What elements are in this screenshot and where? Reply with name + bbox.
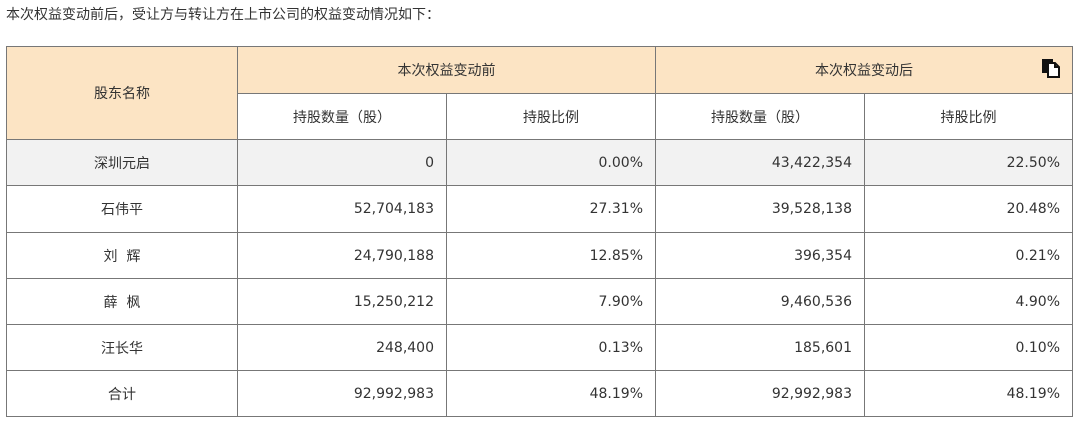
ratio-before: 7.90% — [446, 278, 656, 325]
ratio-before: 12.85% — [446, 232, 656, 279]
copy-icon[interactable] — [1040, 57, 1062, 79]
shares-after: 396,354 — [655, 232, 865, 279]
ratio-after: 0.21% — [864, 232, 1073, 279]
shares-before: 0 — [237, 139, 447, 186]
table-row-total: 合计 92,992,983 48.19% 92,992,983 48.19% — [6, 370, 1073, 417]
header-after-change-label: 本次权益变动后 — [815, 63, 913, 79]
equity-change-table: 股东名称 本次权益变动前 本次权益变动后 持股数量（股） 持股比例 持股数量（股… — [6, 46, 1073, 417]
table-row: 深圳元启 0 0.00% 43,422,354 22.50% — [6, 139, 1073, 186]
shares-before: 52,704,183 — [237, 185, 447, 233]
shareholder-name: 刘 辉 — [6, 232, 238, 279]
ratio-before: 0.00% — [446, 139, 656, 186]
table-row: 刘 辉 24,790,188 12.85% 396,354 0.21% — [6, 232, 1073, 279]
ratio-after: 4.90% — [864, 278, 1073, 325]
header-shares-before: 持股数量（股） — [237, 93, 447, 140]
shareholder-name: 汪长华 — [6, 324, 238, 371]
shareholder-name: 薛 枫 — [6, 278, 238, 325]
shares-after: 92,992,983 — [655, 370, 865, 417]
ratio-after: 20.48% — [864, 185, 1073, 233]
shares-after: 185,601 — [655, 324, 865, 371]
shareholder-name: 合计 — [6, 370, 238, 417]
shareholder-name: 石伟平 — [6, 185, 238, 233]
ratio-before: 27.31% — [446, 185, 656, 233]
header-ratio-after: 持股比例 — [864, 93, 1073, 140]
intro-text: 本次权益变动前后，受让方与转让方在上市公司的权益变动情况如下： — [6, 7, 440, 23]
ratio-after: 0.10% — [864, 324, 1073, 371]
table-row: 石伟平 52,704,183 27.31% 39,528,138 20.48% — [6, 185, 1073, 233]
shares-before: 92,992,983 — [237, 370, 447, 417]
shareholder-name: 深圳元启 — [6, 139, 238, 186]
table-row: 薛 枫 15,250,212 7.90% 9,460,536 4.90% — [6, 278, 1073, 325]
header-ratio-before: 持股比例 — [446, 93, 656, 140]
ratio-after: 22.50% — [864, 139, 1073, 186]
shares-before: 248,400 — [237, 324, 447, 371]
header-shareholder-name: 股东名称 — [6, 46, 238, 140]
ratio-after: 48.19% — [864, 370, 1073, 417]
header-shares-after: 持股数量（股） — [655, 93, 865, 140]
header-before-change: 本次权益变动前 — [237, 46, 656, 94]
shares-before: 15,250,212 — [237, 278, 447, 325]
ratio-before: 0.13% — [446, 324, 656, 371]
shares-before: 24,790,188 — [237, 232, 447, 279]
shares-after: 39,528,138 — [655, 185, 865, 233]
ratio-before: 48.19% — [446, 370, 656, 417]
table-row: 汪长华 248,400 0.13% 185,601 0.10% — [6, 324, 1073, 371]
shares-after: 9,460,536 — [655, 278, 865, 325]
shares-after: 43,422,354 — [655, 139, 865, 186]
header-after-change: 本次权益变动后 — [655, 46, 1073, 94]
